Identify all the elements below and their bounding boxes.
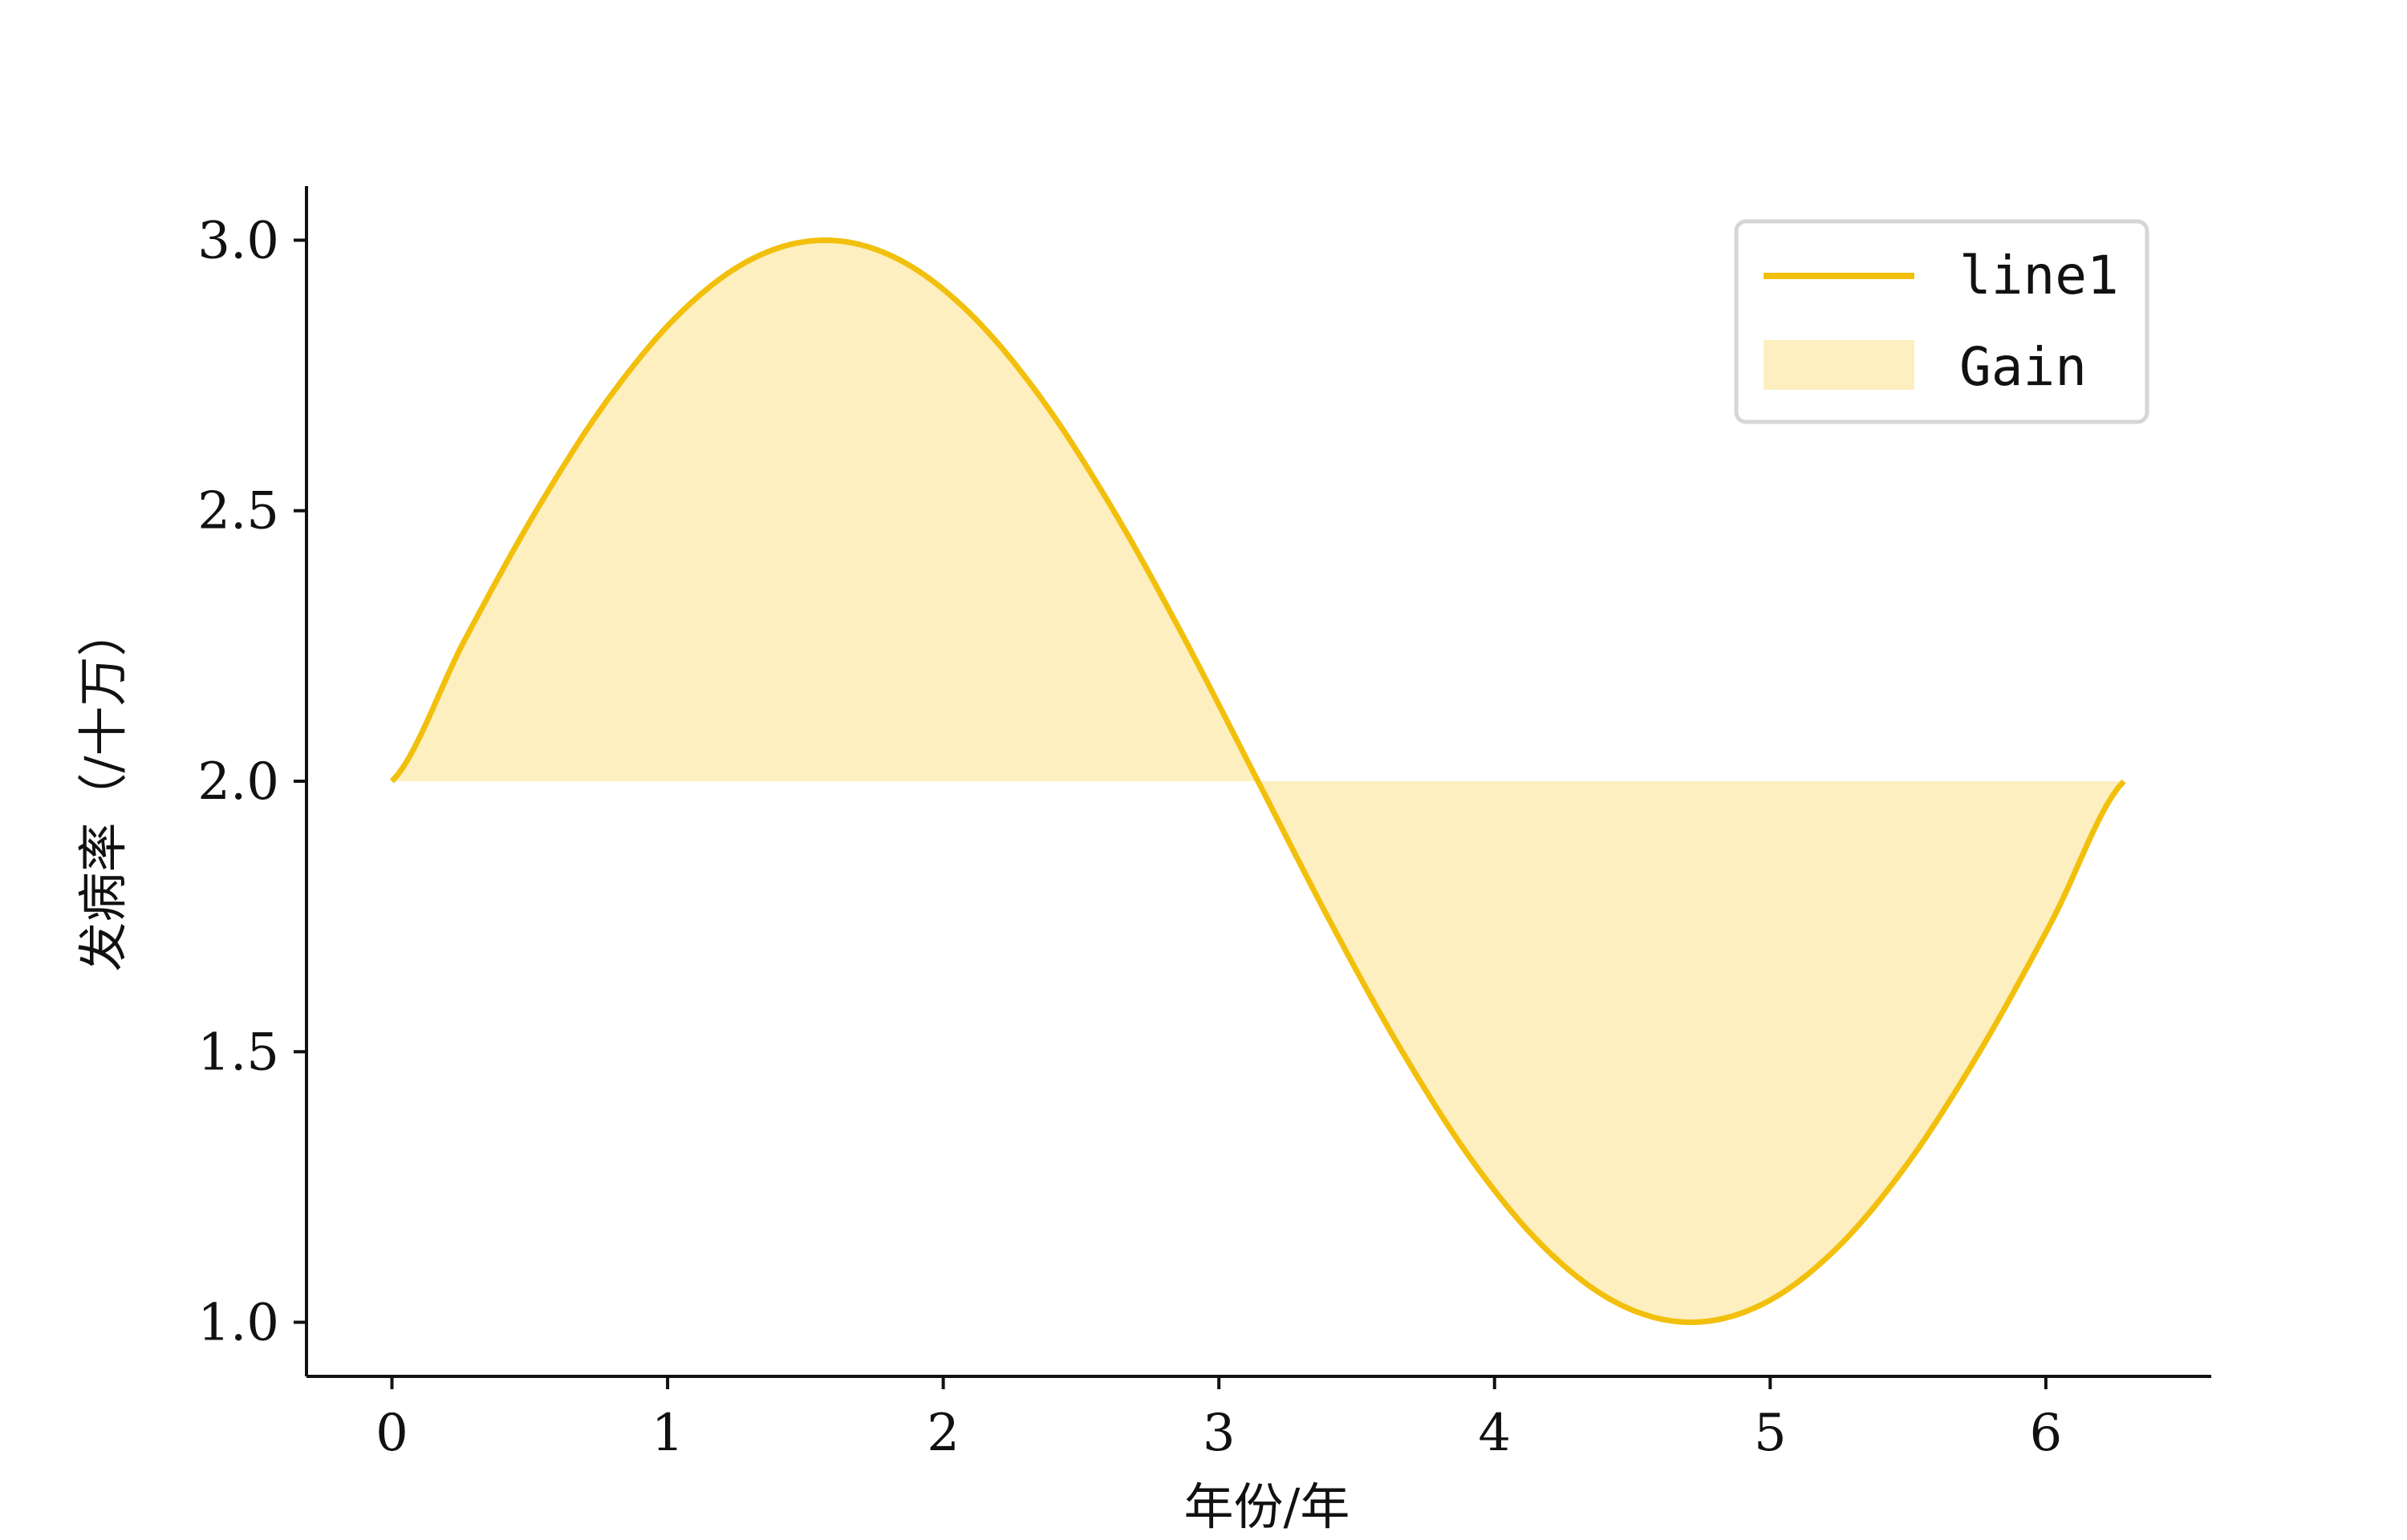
x-tick-label: 5 xyxy=(1754,1404,1787,1463)
line1-series-line xyxy=(389,237,2126,1325)
x-axis-label: 年份/年 xyxy=(1184,1477,1350,1536)
plot-area xyxy=(389,237,2126,1325)
legend-line1-label: line1 xyxy=(1959,245,2119,306)
y-tick-label: 2.5 xyxy=(197,482,279,541)
y-tick-label: 3.0 xyxy=(197,211,279,270)
y-ticks: 1.0 1.5 2.0 2.5 3.0 xyxy=(197,211,306,1353)
x-tick-label: 6 xyxy=(2030,1404,2063,1463)
y-tick-label: 2.0 xyxy=(197,752,279,812)
x-ticks: 0 1 2 3 4 5 6 xyxy=(375,1376,2062,1463)
legend-gain-label: Gain xyxy=(1959,336,2087,398)
y-tick-label: 1.5 xyxy=(197,1023,279,1082)
x-tick-label: 0 xyxy=(375,1404,408,1463)
x-tick-label: 4 xyxy=(1478,1404,1511,1463)
axes: 0 1 2 3 4 5 6 1.0 1.5 2.0 2.5 3.0 xyxy=(197,186,2211,1463)
y-axis-label: 发病率（/十万） xyxy=(74,607,132,972)
legend: line1 Gain xyxy=(1734,219,2149,424)
x-tick-label: 2 xyxy=(927,1404,960,1463)
legend-gain-swatch xyxy=(1764,340,1914,390)
x-tick-label: 3 xyxy=(1203,1404,1236,1463)
x-tick-label: 1 xyxy=(651,1404,684,1463)
y-tick-label: 1.0 xyxy=(197,1294,279,1353)
